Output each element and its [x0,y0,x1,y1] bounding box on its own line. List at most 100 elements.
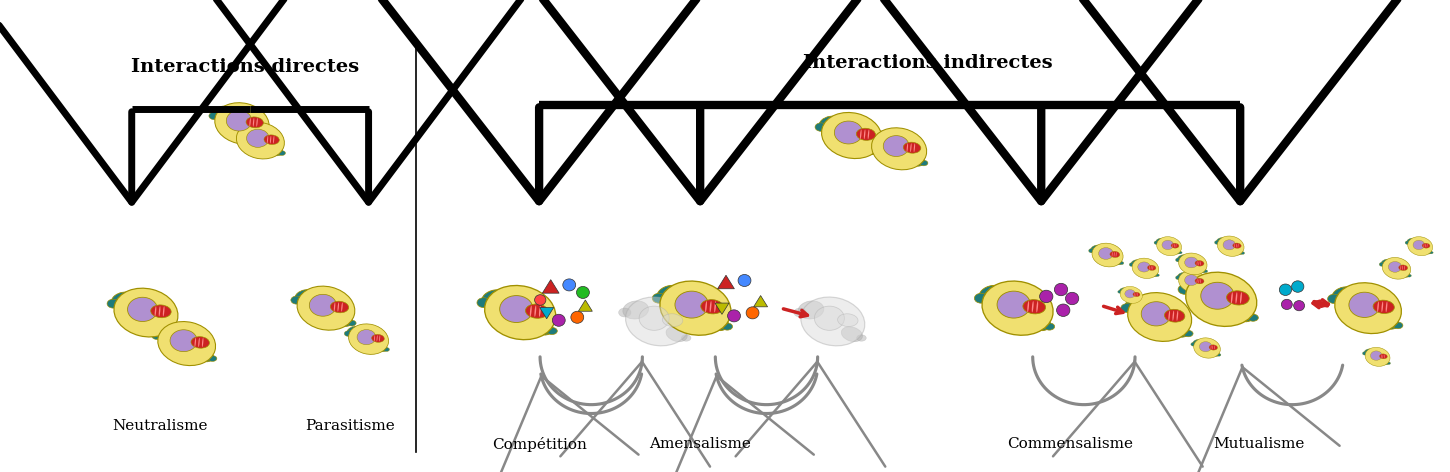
Ellipse shape [152,331,162,339]
Ellipse shape [1195,261,1204,266]
Ellipse shape [822,112,882,159]
Ellipse shape [247,129,270,147]
Polygon shape [539,307,554,319]
Ellipse shape [1335,283,1401,334]
Ellipse shape [278,151,286,155]
Ellipse shape [215,103,270,144]
Ellipse shape [1044,323,1054,330]
Ellipse shape [1378,314,1399,329]
Ellipse shape [1134,297,1141,302]
Text: Compétition: Compétition [492,437,587,452]
Ellipse shape [1177,272,1189,280]
Ellipse shape [1119,261,1124,265]
Ellipse shape [819,116,844,133]
Ellipse shape [1147,265,1156,270]
Ellipse shape [1248,314,1259,321]
Circle shape [1293,301,1305,311]
Ellipse shape [344,331,352,337]
Ellipse shape [663,314,683,327]
Text: Interactions directes: Interactions directes [132,58,360,76]
Ellipse shape [1132,258,1159,278]
Ellipse shape [625,297,690,346]
Ellipse shape [1177,255,1189,263]
Ellipse shape [338,303,339,312]
Ellipse shape [112,292,136,310]
Ellipse shape [1399,265,1408,270]
Ellipse shape [841,327,863,342]
Ellipse shape [529,319,552,335]
Ellipse shape [1157,236,1182,256]
Ellipse shape [860,141,880,155]
Ellipse shape [194,338,196,347]
Polygon shape [754,295,767,307]
Ellipse shape [1179,271,1206,293]
Ellipse shape [1140,300,1143,302]
Ellipse shape [1231,292,1232,303]
Ellipse shape [264,135,280,144]
Ellipse shape [347,326,362,337]
Ellipse shape [481,290,510,310]
Ellipse shape [1380,359,1389,365]
Ellipse shape [1193,338,1221,358]
Ellipse shape [700,300,724,314]
Ellipse shape [1027,314,1050,330]
Ellipse shape [1333,287,1359,305]
Ellipse shape [1196,284,1206,291]
Ellipse shape [1382,257,1411,279]
Ellipse shape [815,123,826,131]
Ellipse shape [1227,291,1250,305]
Ellipse shape [867,129,870,139]
Ellipse shape [1022,300,1045,314]
Ellipse shape [834,121,863,144]
Ellipse shape [1183,330,1193,337]
Ellipse shape [1169,322,1189,337]
Ellipse shape [267,144,283,156]
Text: Parasitisme: Parasitisme [304,419,394,433]
Ellipse shape [800,297,864,346]
Ellipse shape [1204,287,1208,290]
Ellipse shape [341,303,342,312]
Ellipse shape [1196,266,1206,273]
Ellipse shape [309,295,336,316]
Ellipse shape [798,301,824,319]
Ellipse shape [334,313,352,327]
Ellipse shape [1424,248,1431,254]
Ellipse shape [1128,293,1192,341]
Polygon shape [542,279,560,293]
Circle shape [1282,299,1292,310]
Ellipse shape [1131,260,1141,267]
Ellipse shape [722,323,732,330]
Ellipse shape [1148,270,1157,277]
Ellipse shape [1125,296,1151,314]
Ellipse shape [1379,262,1385,266]
Ellipse shape [1380,259,1392,267]
Ellipse shape [155,318,175,333]
Ellipse shape [906,153,925,166]
Ellipse shape [151,305,171,318]
Circle shape [571,311,584,323]
Ellipse shape [1364,347,1391,366]
Ellipse shape [209,355,218,362]
Ellipse shape [158,306,161,316]
Ellipse shape [919,160,928,166]
Ellipse shape [838,314,858,327]
Ellipse shape [357,329,376,345]
Ellipse shape [1173,311,1175,321]
Ellipse shape [1204,270,1208,273]
Ellipse shape [348,320,357,326]
Ellipse shape [1240,292,1241,303]
Ellipse shape [1132,292,1140,297]
Ellipse shape [1032,301,1034,312]
Ellipse shape [484,286,555,340]
Ellipse shape [1177,285,1192,295]
Ellipse shape [477,298,490,308]
Ellipse shape [1422,243,1430,248]
Ellipse shape [866,137,876,145]
Ellipse shape [795,308,806,317]
Ellipse shape [1231,305,1254,322]
Ellipse shape [1388,261,1402,272]
Ellipse shape [371,334,384,342]
Ellipse shape [979,286,1008,305]
Ellipse shape [639,306,668,330]
Ellipse shape [624,301,648,319]
